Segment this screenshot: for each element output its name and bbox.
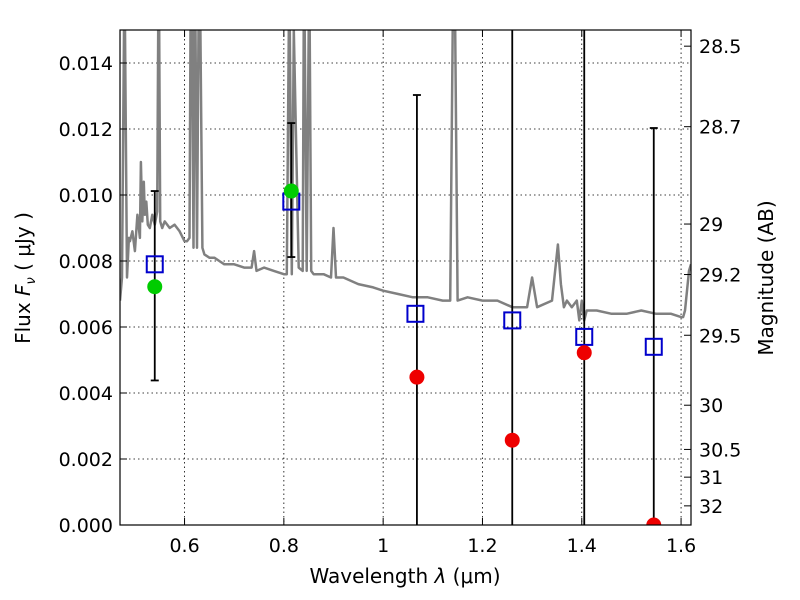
x-tick-label: 1.4: [567, 535, 597, 557]
magnitude-tick-label: 29.5: [699, 325, 741, 347]
model-photometry-square: [145, 255, 164, 274]
observed-photometry-point: [147, 279, 163, 295]
axis-ticks: [120, 30, 691, 526]
observed-photometry-point: [504, 432, 520, 448]
x-tick-label: 1.2: [467, 535, 497, 557]
magnitude-tick-label: 30: [699, 395, 723, 417]
magnitude-tick-label: 28.7: [699, 117, 741, 139]
x-tick-label: 0.8: [269, 535, 299, 557]
magnitude-tick-label: 32: [699, 496, 723, 518]
y-tick-labels: 0.000 0.002 0.004 0.006 0.008 0.010 0.012 0.014: [59, 53, 113, 537]
y-tick-label: 0.004: [59, 383, 113, 405]
y-tick-label: 0.000: [59, 515, 113, 537]
y-tick-label: 0.002: [59, 449, 113, 471]
model-photometry-square: [575, 327, 594, 346]
x-tick-label: 1.6: [666, 535, 696, 557]
observed-photometry-point: [283, 183, 299, 199]
grid-lines: [120, 30, 691, 525]
y-axis-label: Flux Fν ( μJy ): [11, 212, 39, 344]
model-photometry-square: [503, 311, 522, 330]
magnitude-tick-label: 29: [699, 214, 723, 236]
x-axis-label: Wavelength λ (μm): [309, 564, 500, 588]
y-tick-label: 0.008: [59, 251, 113, 273]
y-tick-label: 0.010: [59, 185, 113, 207]
observed-photometry-point: [409, 369, 425, 385]
observed-photometry-point: [646, 517, 662, 525]
x-tick-label: 1: [377, 535, 389, 557]
observed-photometry-point: [576, 345, 592, 361]
magnitude-axis-label: Magnitude (AB): [754, 200, 778, 355]
model-photometry-square: [406, 304, 425, 323]
y-tick-label: 0.014: [59, 53, 113, 75]
plot-background: [120, 30, 691, 525]
magnitude-tick-label: 29.2: [699, 265, 741, 287]
magnitude-tick-labels: 28.5 28.7 29 29.2 29.5 30 30.5 31 32: [699, 36, 741, 518]
x-tick-label: 0.6: [169, 535, 199, 557]
magnitude-tick-label: 28.5: [699, 36, 741, 58]
plot-frame: [119, 29, 692, 526]
y-tick-label: 0.006: [59, 317, 113, 339]
y-tick-label: 0.012: [59, 119, 113, 141]
x-tick-labels: 0.6 0.8 1 1.2 1.4 1.6: [169, 535, 696, 557]
model-photometry-square: [644, 337, 663, 356]
magnitude-tick-label: 30.5: [699, 439, 741, 461]
observed-photometry-layer: [147, 183, 662, 525]
magnitude-tick-label: 31: [699, 467, 723, 489]
